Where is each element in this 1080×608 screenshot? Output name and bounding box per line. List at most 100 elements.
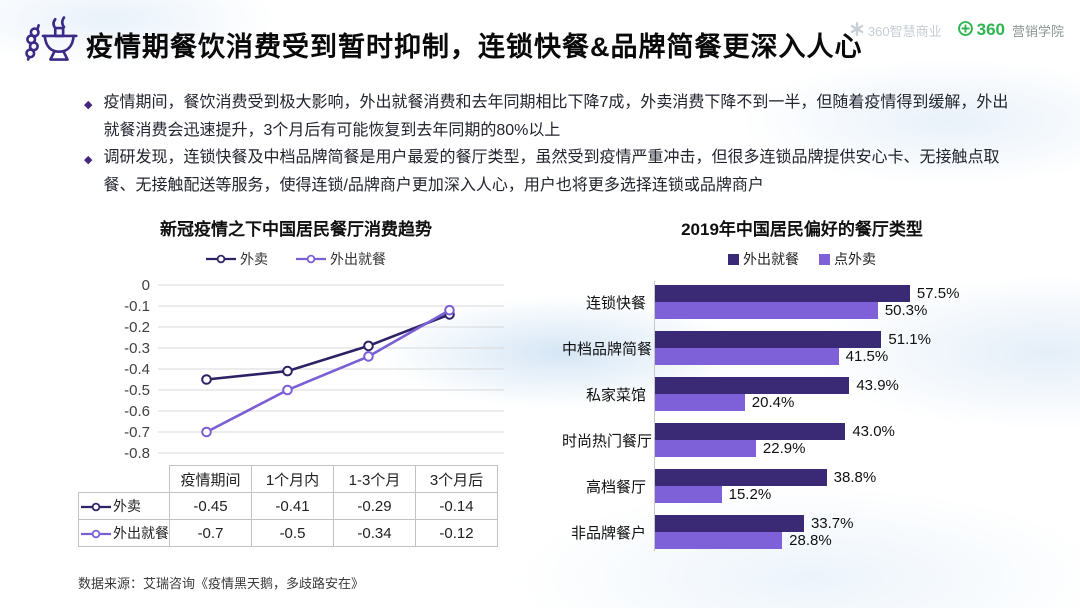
legend-label: 外出就餐: [743, 251, 799, 268]
logo-label: 360智慧商业: [867, 23, 942, 39]
data-point-marker: [282, 365, 293, 377]
bar: [654, 348, 839, 366]
table-column-header: 1-3个月: [333, 465, 416, 494]
bar-row: 私家菜馆 43.9% 20.4%: [562, 377, 1042, 412]
bar-line: 43.9%: [654, 377, 899, 395]
bar-row: 连锁快餐 57.5% 50.3%: [562, 285, 1042, 320]
bar-line: 38.8%: [654, 469, 876, 487]
pinwheel-icon: [850, 21, 864, 39]
bar-line: 20.4%: [654, 394, 899, 412]
value-label: 43.0%: [852, 423, 895, 441]
value-label: 33.7%: [810, 515, 854, 533]
value-label: 41.5%: [845, 348, 889, 366]
bar-row: 中档品牌简餐 51.1% 41.5%: [562, 331, 1042, 366]
charts-area: 新冠疫情之下中国居民餐厅消费趋势 外卖 外出就餐 0 -0.1 -0.2 -0.3 -0.…: [0, 215, 1080, 561]
bar-row: 时尚热门餐厅 43.0% 22.9%: [562, 423, 1042, 458]
bar: [654, 331, 882, 349]
bar: [654, 486, 722, 504]
value-label: 15.2%: [728, 486, 772, 504]
bar-pair: 43.9% 20.4%: [654, 377, 899, 412]
table-row-label: 外出就餐: [78, 519, 170, 548]
plus-circle-icon: [957, 21, 973, 39]
table-column-header: 疫情期间: [169, 465, 252, 494]
line-chart-title: 新冠疫情之下中国居民餐厅消费趋势: [160, 220, 432, 240]
bar-pair: 33.7% 28.8%: [654, 515, 854, 550]
table-column-header: 1个月内: [251, 465, 334, 494]
data-point-marker: [363, 351, 374, 362]
category-label: 非品牌餐户: [570, 524, 646, 542]
data-point-marker: [201, 426, 212, 438]
bar-line: 33.7%: [654, 515, 854, 533]
data-point-marker: [282, 384, 293, 396]
line-series-marker-icon: [81, 503, 111, 512]
bar-line: 15.2%: [654, 486, 876, 504]
table-cell: -0.12: [415, 519, 498, 548]
bar: [654, 469, 827, 487]
bar-pair: 43.0% 22.9%: [654, 423, 895, 458]
logo-360-smart-business: 360智慧商业: [850, 21, 942, 40]
header: 疫情期餐饮消费受到暂时抑制，连锁快餐&品牌简餐更深入人心: [0, 0, 1080, 75]
y-axis-tick-label: -0.2: [124, 319, 150, 336]
category-label: 时尚热门餐厅: [562, 432, 653, 450]
line-chart-svg: 0 -0.1 -0.2 -0.3 -0.4 -0.5 -0.6 -0.7 -0.8: [124, 277, 504, 462]
table-corner-cell: [79, 466, 170, 493]
y-axis-tick-label: -0.7: [124, 424, 150, 441]
y-axis-tick-label: -0.5: [124, 382, 150, 399]
bullet-text: 调研发现，连锁快餐及中档品牌简餐是用户最爱的餐厅类型，虽然受到疫情严重冲击，但很…: [103, 149, 1000, 194]
bar-pair: 38.8% 15.2%: [654, 469, 876, 504]
logo-label: 营销学院: [1011, 23, 1064, 39]
table-row: 外出就餐 -0.7 -0.5 -0.34 -0.12: [78, 519, 498, 548]
bar: [654, 423, 846, 441]
line-series: [205, 308, 451, 434]
value-label: 22.9%: [762, 440, 806, 458]
value-label: 28.8%: [789, 532, 832, 550]
bar: [654, 377, 850, 395]
y-axis-tick-label: -0.6: [124, 403, 150, 420]
legend-swatch-icon: [819, 253, 830, 265]
y-axis-tick-label: -0.1: [124, 298, 150, 315]
line-chart-legend: 外卖 外出就餐: [70, 249, 522, 269]
line-series-marker-icon: [81, 530, 111, 539]
bar-row: 高档餐厅 38.8% 15.2%: [562, 469, 1042, 504]
diamond-bullet-icon: ◆: [84, 154, 93, 167]
y-axis-tick-label: -0.4: [124, 361, 150, 378]
table-cell: -0.34: [333, 519, 416, 548]
bar-rows: 连锁快餐 57.5% 50.3% 中档品牌简餐 51.1% 41.5% 私家菜馆 43.9% 2…: [562, 281, 1042, 552]
y-axis-tick-label: -0.8: [124, 445, 150, 462]
table-cell: -0.7: [169, 519, 252, 548]
table-cell: -0.29: [333, 492, 416, 521]
data-point-marker: [363, 340, 374, 352]
series-name: 外出就餐: [113, 525, 169, 542]
bullet-list: ◆ 疫情期间，餐饮消费受到极大影响，外出就餐消费和去年同期相比下降7成，外卖消费…: [84, 89, 1016, 199]
legend-item: 外卖: [206, 249, 268, 269]
brand-logos: 360智慧商业 360 营销学院: [850, 20, 1064, 40]
bar: [654, 515, 804, 533]
legend-label: 外出就餐: [330, 251, 386, 268]
legend-label: 外卖: [240, 251, 268, 268]
source-note: 数据来源：艾瑞咨询《疫情黑天鹅，多歧路安在》: [78, 576, 365, 591]
table-cell: -0.14: [415, 492, 498, 521]
bar-line: 28.8%: [654, 532, 854, 550]
y-axis-tick-label: -0.3: [124, 340, 150, 357]
value-label: 57.5%: [916, 285, 960, 303]
category-label: 高档餐厅: [585, 478, 646, 496]
y-axis-tick-label: 0: [142, 277, 150, 294]
bar-chart-section: 2019年中国居民偏好的餐厅类型 外出就餐 点外卖 连锁快餐 57.5% 50.3% 中…: [562, 215, 1042, 561]
legend-swatch-icon: [728, 253, 739, 265]
bar-line: 43.0%: [654, 423, 895, 441]
value-label: 20.4%: [751, 394, 795, 412]
bar: [654, 532, 783, 550]
hotpot-icon: [22, 14, 78, 75]
logo-brand: 360: [976, 20, 1005, 39]
table-cell: -0.45: [169, 492, 252, 521]
bar: [654, 394, 745, 412]
table-cell: -0.5: [251, 519, 334, 548]
data-point-marker: [201, 374, 212, 385]
bar-row: 非品牌餐户 33.7% 28.8%: [562, 515, 1042, 550]
line-chart-section: 新冠疫情之下中国居民餐厅消费趋势 外卖 外出就餐 0 -0.1 -0.2 -0.3 -0.…: [70, 215, 522, 561]
bar-chart-legend: 外出就餐 点外卖: [562, 249, 1042, 269]
line-series-marker-icon: [206, 254, 236, 264]
value-label: 50.3%: [884, 302, 928, 320]
value-label: 51.1%: [888, 331, 931, 349]
